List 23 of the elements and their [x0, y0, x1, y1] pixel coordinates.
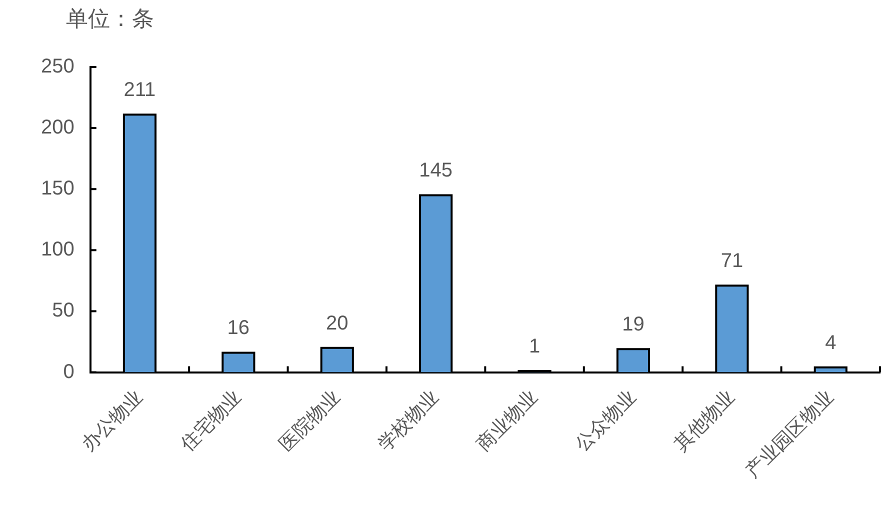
x-tick-label: 办公物业: [78, 386, 147, 456]
data-label: 211: [124, 79, 156, 102]
x-tick-label: 商业物业: [472, 386, 542, 456]
data-label: 20: [326, 312, 348, 334]
data-label: 4: [825, 332, 836, 354]
x-tick-label: 公众物业: [572, 386, 640, 456]
data-label: 1: [528, 336, 540, 358]
x-tick-label: 住宅物业: [176, 386, 246, 456]
x-tick-label: 医院物业: [276, 386, 344, 456]
y-tick-label: 200: [40, 116, 74, 139]
y-tick-label: 250: [40, 56, 74, 78]
data-label: 71: [720, 250, 744, 272]
data-label: 16: [227, 317, 250, 340]
data-label: 19: [622, 314, 644, 336]
y-tick-label: 0: [63, 360, 74, 383]
y-tick-label: 150: [40, 178, 74, 200]
x-tick-label: 其他物业: [670, 386, 740, 456]
x-tick-label: 产业园区物业: [742, 386, 838, 482]
y-tick-label: 100: [40, 238, 74, 261]
data-label: 145: [419, 160, 453, 182]
x-tick-label: 学校物业: [374, 386, 444, 456]
y-tick-label: 50: [52, 300, 74, 322]
y-axis-title: 单位：条: [66, 6, 154, 32]
